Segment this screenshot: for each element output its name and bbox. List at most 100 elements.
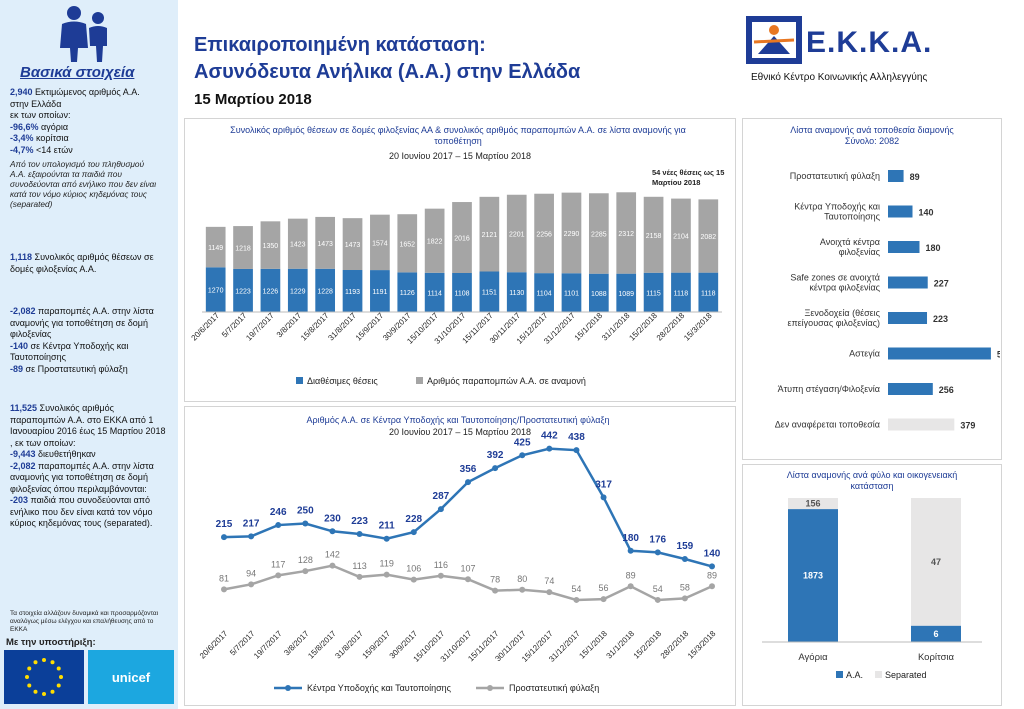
category-label: επείγουσας φιλοξενίας) [787,318,880,328]
rc-value-label: 250 [297,506,314,517]
capacity-bar [342,270,363,312]
rc-point [681,555,688,562]
custody-value-label: 94 [246,568,256,578]
waitlist-value-label: 1149 [208,245,223,252]
x-tick-label: 31/1/2018 [605,629,637,661]
legend-marker-custody [487,685,493,691]
custody-point [654,596,661,603]
eu-star [27,683,32,688]
capacity-value-label: 1118 [701,290,716,297]
waitlist-bar [205,226,226,268]
rc-value-label: 230 [324,513,341,524]
custody-value-label: 80 [517,574,527,584]
rc-value-label: 246 [270,507,287,518]
waitlist-bar [534,193,554,274]
custody-point [356,573,363,580]
rc-point [329,528,336,535]
waitlist-value-label: 2121 [482,232,498,239]
key-fact-waitlist: -2,082 παραπομπές Α.Α. στην λίστα αναμον… [10,306,154,374]
capacity-value-label: 1118 [674,290,689,297]
custody-point [681,595,688,602]
custody-point [600,596,607,603]
x-tick-label: 15/2/2018 [632,629,664,661]
waitlist-bar [698,199,719,273]
location-value-label: 379 [960,421,975,431]
chart3-title: Λίστα αναμονής ανά τοποθεσία διαμονής [790,125,954,135]
category-label: Αστεγία [849,349,880,359]
category-label: φιλοξενίας [839,247,881,257]
chart2-title: Αριθμός Α.Α. σε Κέντρα Υποδοχής και Ταυτ… [306,415,610,425]
eu-star [50,660,55,665]
waitlist-bar [233,226,253,269]
legend-label-capacity: Διαθέσιμες θέσεις [307,376,378,386]
separated-value-label: 47 [931,557,941,567]
capacity-value-label: 1104 [537,291,552,298]
category-label: Safe zones σε ανοιχτά [790,273,880,283]
rc-chart: 215 217 246 250 230 223 211 228 287 356 392 425 442 4… [198,431,721,693]
rc-point [600,494,607,501]
location-bar [888,347,991,360]
chart3-subtitle: Σύνολο: 2082 [844,136,900,146]
x-tick-label: 20/6/2017 [190,311,222,343]
eu-star [33,689,38,694]
waitlist-bar [588,193,609,274]
capacity-value-label: 1108 [454,290,469,297]
aa-bar [911,625,961,642]
rc-value-label: 215 [216,519,233,530]
category-label: Ταυτοποίησης [824,212,881,222]
x-tick-label: 19/7/2017 [252,629,284,661]
custody-value-label: 56 [599,583,609,593]
capacity-bar [205,267,226,312]
rc-point [627,547,634,554]
capacity-bar [616,273,637,312]
category-label: Κέντρα Υποδοχής και [794,202,880,212]
capacity-value-label: 1130 [509,290,524,297]
capacity-bar [561,273,582,312]
x-tick-label: 31/8/2017 [326,311,358,343]
waitlist-bar [370,214,390,271]
custody-value-label: 58 [680,582,690,592]
x-tick-label: 28/2/2018 [659,629,691,661]
eu-flag-logo [4,650,84,704]
rc-point [709,563,715,570]
x-tick-label: 19/7/2017 [244,311,276,343]
separated-value-label: 156 [805,499,820,509]
custody-value-label: 142 [325,550,340,560]
capacity-value-label: 1270 [208,288,224,295]
capacity-value-label: 1101 [564,291,579,298]
capacity-value-label: 1193 [345,289,360,296]
legend-swatch-waitlist [416,377,423,384]
custody-point [383,571,390,578]
rc-point [437,506,444,513]
rc-value-label: 228 [405,514,422,525]
capacity-value-label: 1115 [646,290,661,297]
rc-value-label: 140 [704,548,721,559]
waitlist-bar [561,192,582,274]
capacity-bar [424,272,445,312]
category-label: Δεν αναφέρεται τοποθεσία [775,420,880,430]
custody-point [248,581,255,588]
sidebar: Βασικά στοιχεία 2,940 Εκτιμώμενος αριθμό… [0,0,178,709]
custody-point [410,576,417,583]
chart1-annotation: 54 νέες θέσεις ως 15 Μαρτίου 2018 [652,168,725,187]
waitlist-bar [643,196,664,273]
capacity-value-label: 1191 [372,289,387,296]
custody-point [492,587,499,594]
x-tick-label: 15/3/2018 [682,311,714,343]
data-note: Τα στοιχεία αλλάζουν δυναμικά και προσαρ… [10,610,159,633]
rc-point [465,479,471,486]
capacity-bar [370,270,390,312]
rc-point [275,522,282,529]
gender-chart: 1873 156 Αγόρια 6 47 Κορίτσια Α.Α. Separated [762,498,982,680]
location-bar [888,312,928,324]
separated-bar [788,498,838,510]
x-tick-label: 15/9/2017 [354,311,386,343]
rc-value-label: 438 [568,432,585,443]
capacity-bar [287,268,308,312]
capacity-value-label: 1089 [618,291,634,298]
waitlist-bar [287,218,308,269]
custody-point [519,586,526,593]
custody-point [221,586,227,593]
custody-value-label: 113 [352,561,366,571]
waitlist-bar [342,218,363,271]
